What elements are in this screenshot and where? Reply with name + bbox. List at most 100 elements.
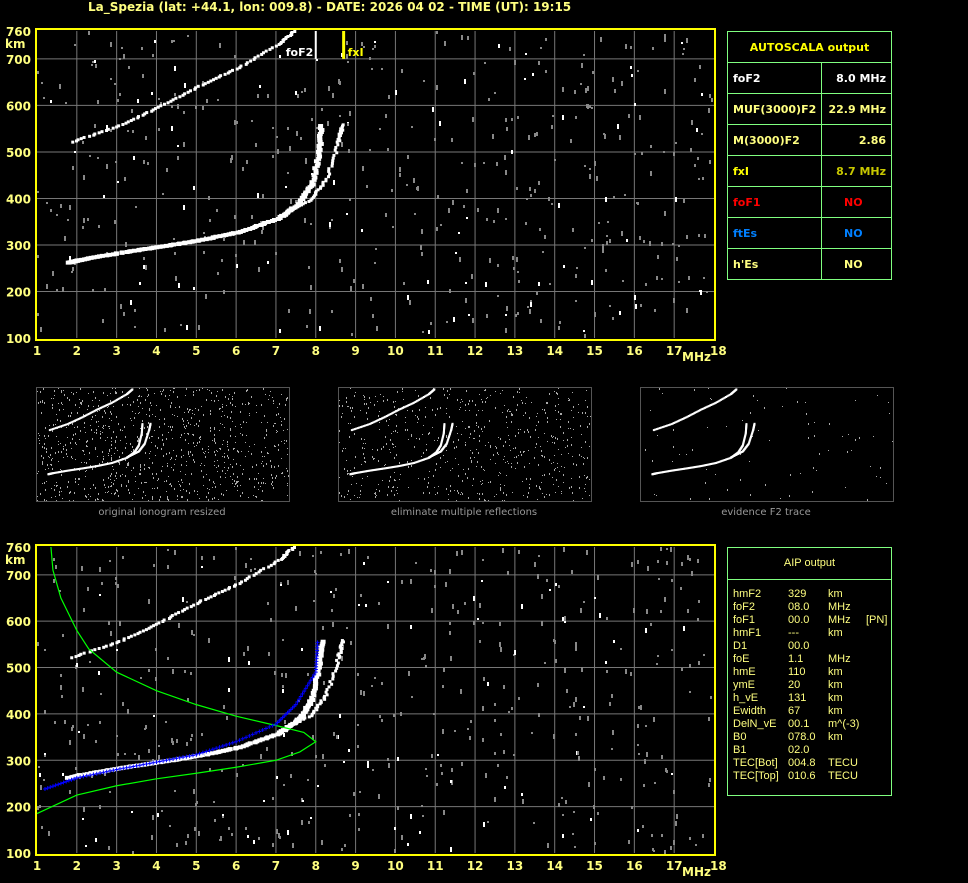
thumb-noise xyxy=(163,444,164,446)
thumb-noise xyxy=(481,428,482,430)
echo-trace xyxy=(291,208,295,212)
thumb-noise xyxy=(177,416,178,417)
thumb-noise xyxy=(344,496,345,497)
echo-noise xyxy=(401,69,403,73)
thumb-noise xyxy=(118,423,119,425)
echo-trace xyxy=(106,127,110,131)
echo-noise xyxy=(646,609,648,614)
thumb-noise xyxy=(61,491,62,492)
echo-noise xyxy=(44,710,46,714)
echo-trace xyxy=(151,108,155,112)
thumb-noise xyxy=(184,412,185,413)
echo-trace xyxy=(105,768,111,773)
echo-noise xyxy=(468,314,470,316)
thumb-noise xyxy=(112,466,113,467)
echo-noise xyxy=(645,628,647,633)
thumb-noise xyxy=(66,427,67,428)
echo-noise xyxy=(38,766,40,768)
echo-noise xyxy=(339,259,341,263)
aip-row: DelN_vE 00.1 m^(-3) xyxy=(728,718,891,731)
echo-noise xyxy=(341,53,343,57)
thumb-noise xyxy=(573,429,574,430)
echo-trace xyxy=(265,735,271,740)
thumb-noise xyxy=(108,426,109,427)
echo-trace xyxy=(292,545,296,549)
echo-noise xyxy=(661,834,663,837)
thumb-noise xyxy=(45,469,46,470)
thumb-noise xyxy=(171,467,172,468)
thumb-noise xyxy=(339,492,340,494)
thumb-noise xyxy=(341,495,342,497)
aip-value: 329 xyxy=(788,588,807,600)
aip-row: hmF2 329 km xyxy=(728,588,891,601)
thumb-noise xyxy=(109,426,110,427)
echo-noise xyxy=(689,558,691,561)
echo-noise xyxy=(378,602,380,605)
thumb-trace xyxy=(382,467,385,470)
echo-noise xyxy=(545,70,547,73)
echo-noise xyxy=(133,156,135,160)
thumb-noise xyxy=(385,436,386,438)
thumb-trace xyxy=(108,462,111,465)
echo-noise xyxy=(426,775,428,777)
thumb-trace xyxy=(60,425,63,428)
thumb-noise xyxy=(573,500,574,501)
echo-noise xyxy=(654,309,656,312)
thumb-trace xyxy=(111,401,114,404)
aip-trace-point xyxy=(214,746,219,751)
thumb-noise xyxy=(42,463,43,465)
echo-trace xyxy=(261,51,265,55)
thumb-noise xyxy=(517,462,518,464)
thumb-trace xyxy=(751,430,754,433)
thumb-noise xyxy=(556,479,557,481)
thumb-noise xyxy=(214,438,215,440)
aip-param: D1 xyxy=(733,640,748,652)
echo-noise xyxy=(503,685,505,689)
thumb-noise xyxy=(272,481,273,483)
echo-noise xyxy=(506,776,508,779)
echo-noise xyxy=(360,690,362,695)
thumb-noise xyxy=(61,474,62,476)
echo-noise xyxy=(69,740,71,745)
thumb-noise xyxy=(166,438,167,440)
thumb-trace xyxy=(62,424,65,427)
thumb-noise xyxy=(87,440,88,442)
echo-trace xyxy=(313,170,319,175)
thumb-trace xyxy=(146,433,149,436)
thumb-noise xyxy=(389,480,390,482)
thumb-noise xyxy=(438,437,439,439)
thumb-trace xyxy=(359,426,362,429)
thumb-noise xyxy=(425,407,426,408)
echo-trace xyxy=(309,180,315,185)
echo-noise xyxy=(562,814,564,816)
thumb-noise xyxy=(235,442,236,443)
thumb-noise xyxy=(559,471,560,472)
thumb-noise xyxy=(273,487,274,489)
thumb-noise xyxy=(478,452,479,454)
thumb-noise xyxy=(341,416,342,418)
thumb-noise xyxy=(585,484,586,485)
aip-param: ymE xyxy=(733,679,755,691)
echo-noise xyxy=(564,616,566,621)
thumb-noise xyxy=(167,465,168,467)
thumb-noise xyxy=(538,421,539,423)
thumb-noise xyxy=(58,451,59,453)
thumb-noise xyxy=(450,490,451,492)
echo-noise xyxy=(592,71,594,74)
thumb-trace xyxy=(446,441,449,444)
x-tick-label: 5 xyxy=(192,344,200,358)
echo-trace xyxy=(277,42,281,46)
echo-noise xyxy=(612,730,614,735)
thumb-noise xyxy=(405,429,406,431)
echo-trace xyxy=(318,124,324,129)
echo-noise xyxy=(153,715,155,717)
thumb-noise xyxy=(453,441,454,443)
echo-noise xyxy=(691,120,693,125)
thumb-noise xyxy=(214,428,215,430)
thumb-noise xyxy=(855,400,856,401)
thumb-noise xyxy=(360,494,361,495)
thumb-noise xyxy=(72,438,73,440)
thumb-noise xyxy=(465,410,466,411)
thumb-noise xyxy=(552,437,553,438)
thumb-trace xyxy=(114,399,117,402)
